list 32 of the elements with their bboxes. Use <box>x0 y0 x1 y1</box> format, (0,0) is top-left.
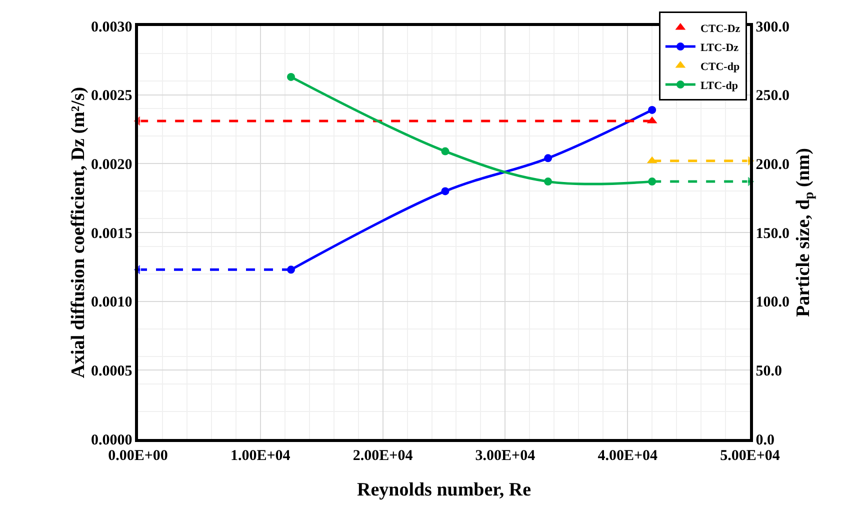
y-tick-label: 0.0015 <box>91 226 132 242</box>
y-tick-label: 0.0020 <box>91 156 132 173</box>
point <box>441 147 450 156</box>
y2-tick-label: 200.0 <box>756 156 790 173</box>
point <box>544 178 552 186</box>
y-tick-label: 0.0025 <box>91 88 132 104</box>
y2-tick-label: 100.0 <box>756 294 790 311</box>
point <box>648 106 656 114</box>
y-tick-label: 0.0000 <box>91 432 132 448</box>
x-tick-label: 2.00E+04 <box>352 448 414 464</box>
x-tick-label: 1.00E+04 <box>230 448 291 464</box>
y2-tick-label: 50.0 <box>756 363 782 380</box>
y2-tick-label: 150.0 <box>756 226 790 242</box>
y-tick-label: 0.0030 <box>91 19 132 36</box>
legend-label: LTC-dp <box>700 80 738 92</box>
legend-label: LTC-Dz <box>700 42 739 54</box>
x-axis-title: Reynolds number, Re <box>356 480 532 501</box>
legend-label: CTC-dp <box>700 60 740 73</box>
y-tick-label: 0.0010 <box>91 294 132 311</box>
y2-tick-label: 300.0 <box>756 19 790 36</box>
legend-label: CTC-Dz <box>700 22 740 35</box>
x-tick-label: 3.00E+04 <box>475 448 536 464</box>
y2-tick-label: 0.0 <box>756 432 774 448</box>
point <box>441 187 450 196</box>
point <box>544 154 552 162</box>
y-axis-title: Axial diffusion coefficient, Dz (m²/s) <box>68 86 89 378</box>
x-tick-label: 5.00E+04 <box>720 448 780 464</box>
point <box>287 72 295 81</box>
x-tick-label: 0.00E+00 <box>108 448 168 464</box>
y2-tick-label: 250.0 <box>756 88 790 104</box>
x-tick-label: 4.00E+04 <box>598 448 658 464</box>
y-tick-label: 0.0005 <box>91 363 132 380</box>
